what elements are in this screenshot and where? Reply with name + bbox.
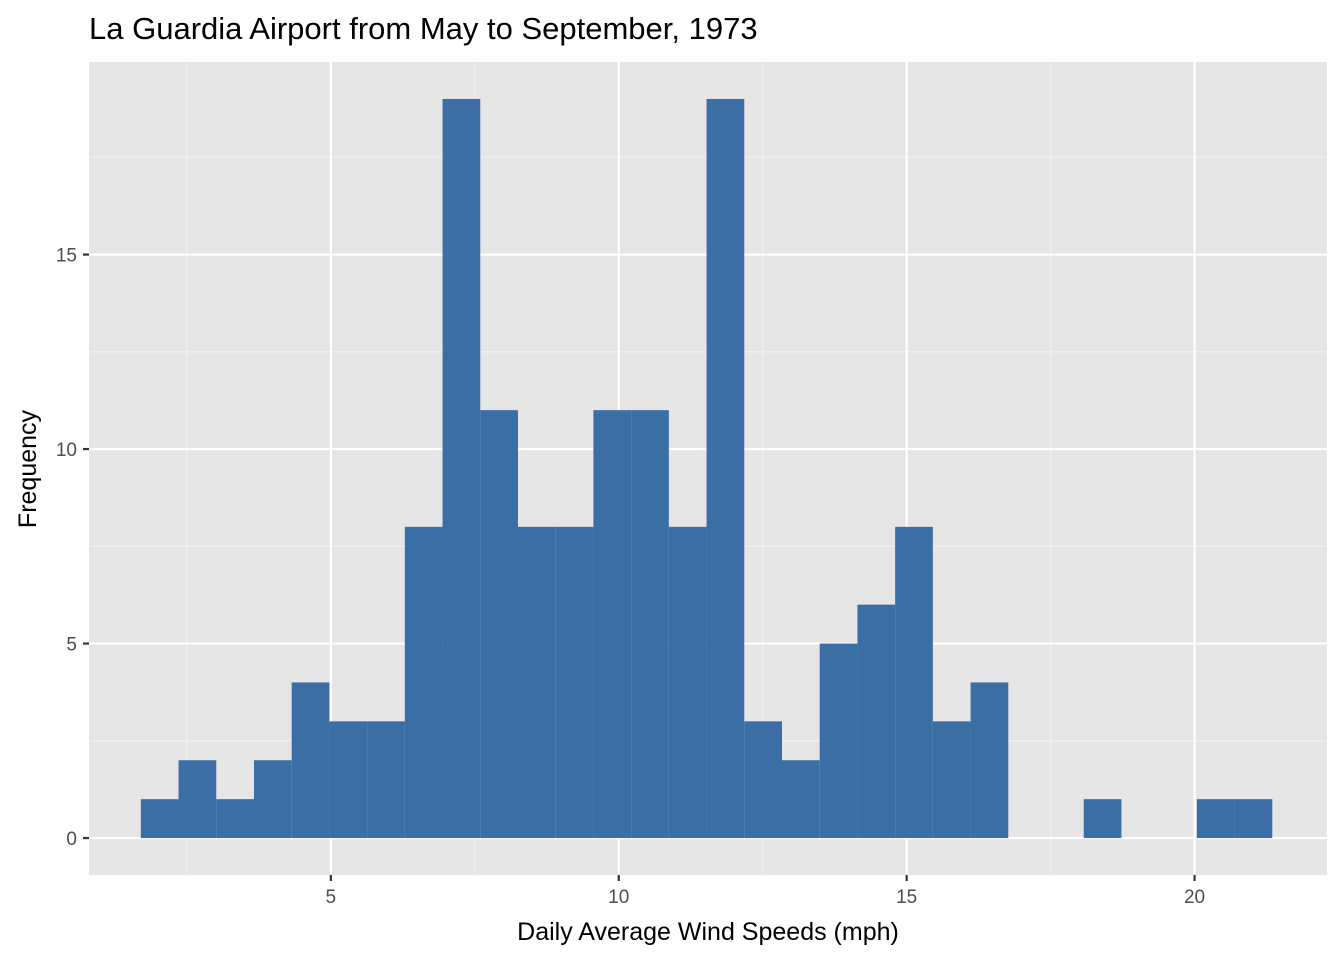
histogram-bar bbox=[291, 682, 330, 839]
histogram-bar bbox=[593, 410, 632, 839]
y-axis: 0 5 10 15 bbox=[56, 246, 89, 850]
histogram-bar bbox=[819, 643, 858, 839]
histogram-bar bbox=[253, 760, 292, 839]
histogram-bar bbox=[555, 526, 594, 839]
histogram-bar bbox=[1234, 799, 1273, 839]
y-tick-label: 0 bbox=[66, 829, 77, 850]
x-tick-label: 20 bbox=[1184, 887, 1205, 908]
histogram-bar bbox=[404, 526, 443, 839]
histogram-bar bbox=[744, 721, 782, 839]
histogram-bar bbox=[216, 799, 254, 839]
histogram-bar bbox=[1083, 799, 1122, 839]
y-axis-title: Frequency bbox=[14, 409, 42, 528]
histogram-bar bbox=[517, 526, 556, 839]
x-axis: 5 10 15 20 bbox=[326, 875, 1205, 908]
histogram-bar bbox=[781, 760, 820, 839]
chart-title: La Guardia Airport from May to September… bbox=[89, 11, 758, 46]
x-tick-label: 5 bbox=[326, 887, 337, 908]
y-tick-label: 5 bbox=[66, 635, 77, 656]
histogram-bar bbox=[367, 721, 405, 839]
histogram-bar bbox=[668, 526, 707, 839]
histogram-bar bbox=[970, 682, 1009, 839]
histogram-bar bbox=[442, 98, 481, 839]
y-tick-label: 15 bbox=[56, 246, 77, 267]
histogram-bar bbox=[329, 721, 368, 839]
x-tick-label: 15 bbox=[896, 887, 917, 908]
histogram-bar bbox=[857, 604, 896, 839]
histogram-bar bbox=[706, 98, 745, 839]
histogram-bar bbox=[178, 760, 217, 839]
histogram-bars bbox=[140, 98, 1273, 839]
histogram-bar bbox=[895, 526, 933, 839]
y-tick-label: 10 bbox=[56, 440, 77, 461]
histogram-bar bbox=[932, 721, 971, 839]
x-tick-label: 10 bbox=[608, 887, 629, 908]
histogram-bar bbox=[480, 410, 518, 839]
histogram-bar bbox=[1196, 799, 1235, 839]
x-axis-title: Daily Average Wind Speeds (mph) bbox=[517, 918, 899, 946]
histogram-bar bbox=[631, 410, 669, 839]
histogram-bar bbox=[140, 799, 179, 839]
